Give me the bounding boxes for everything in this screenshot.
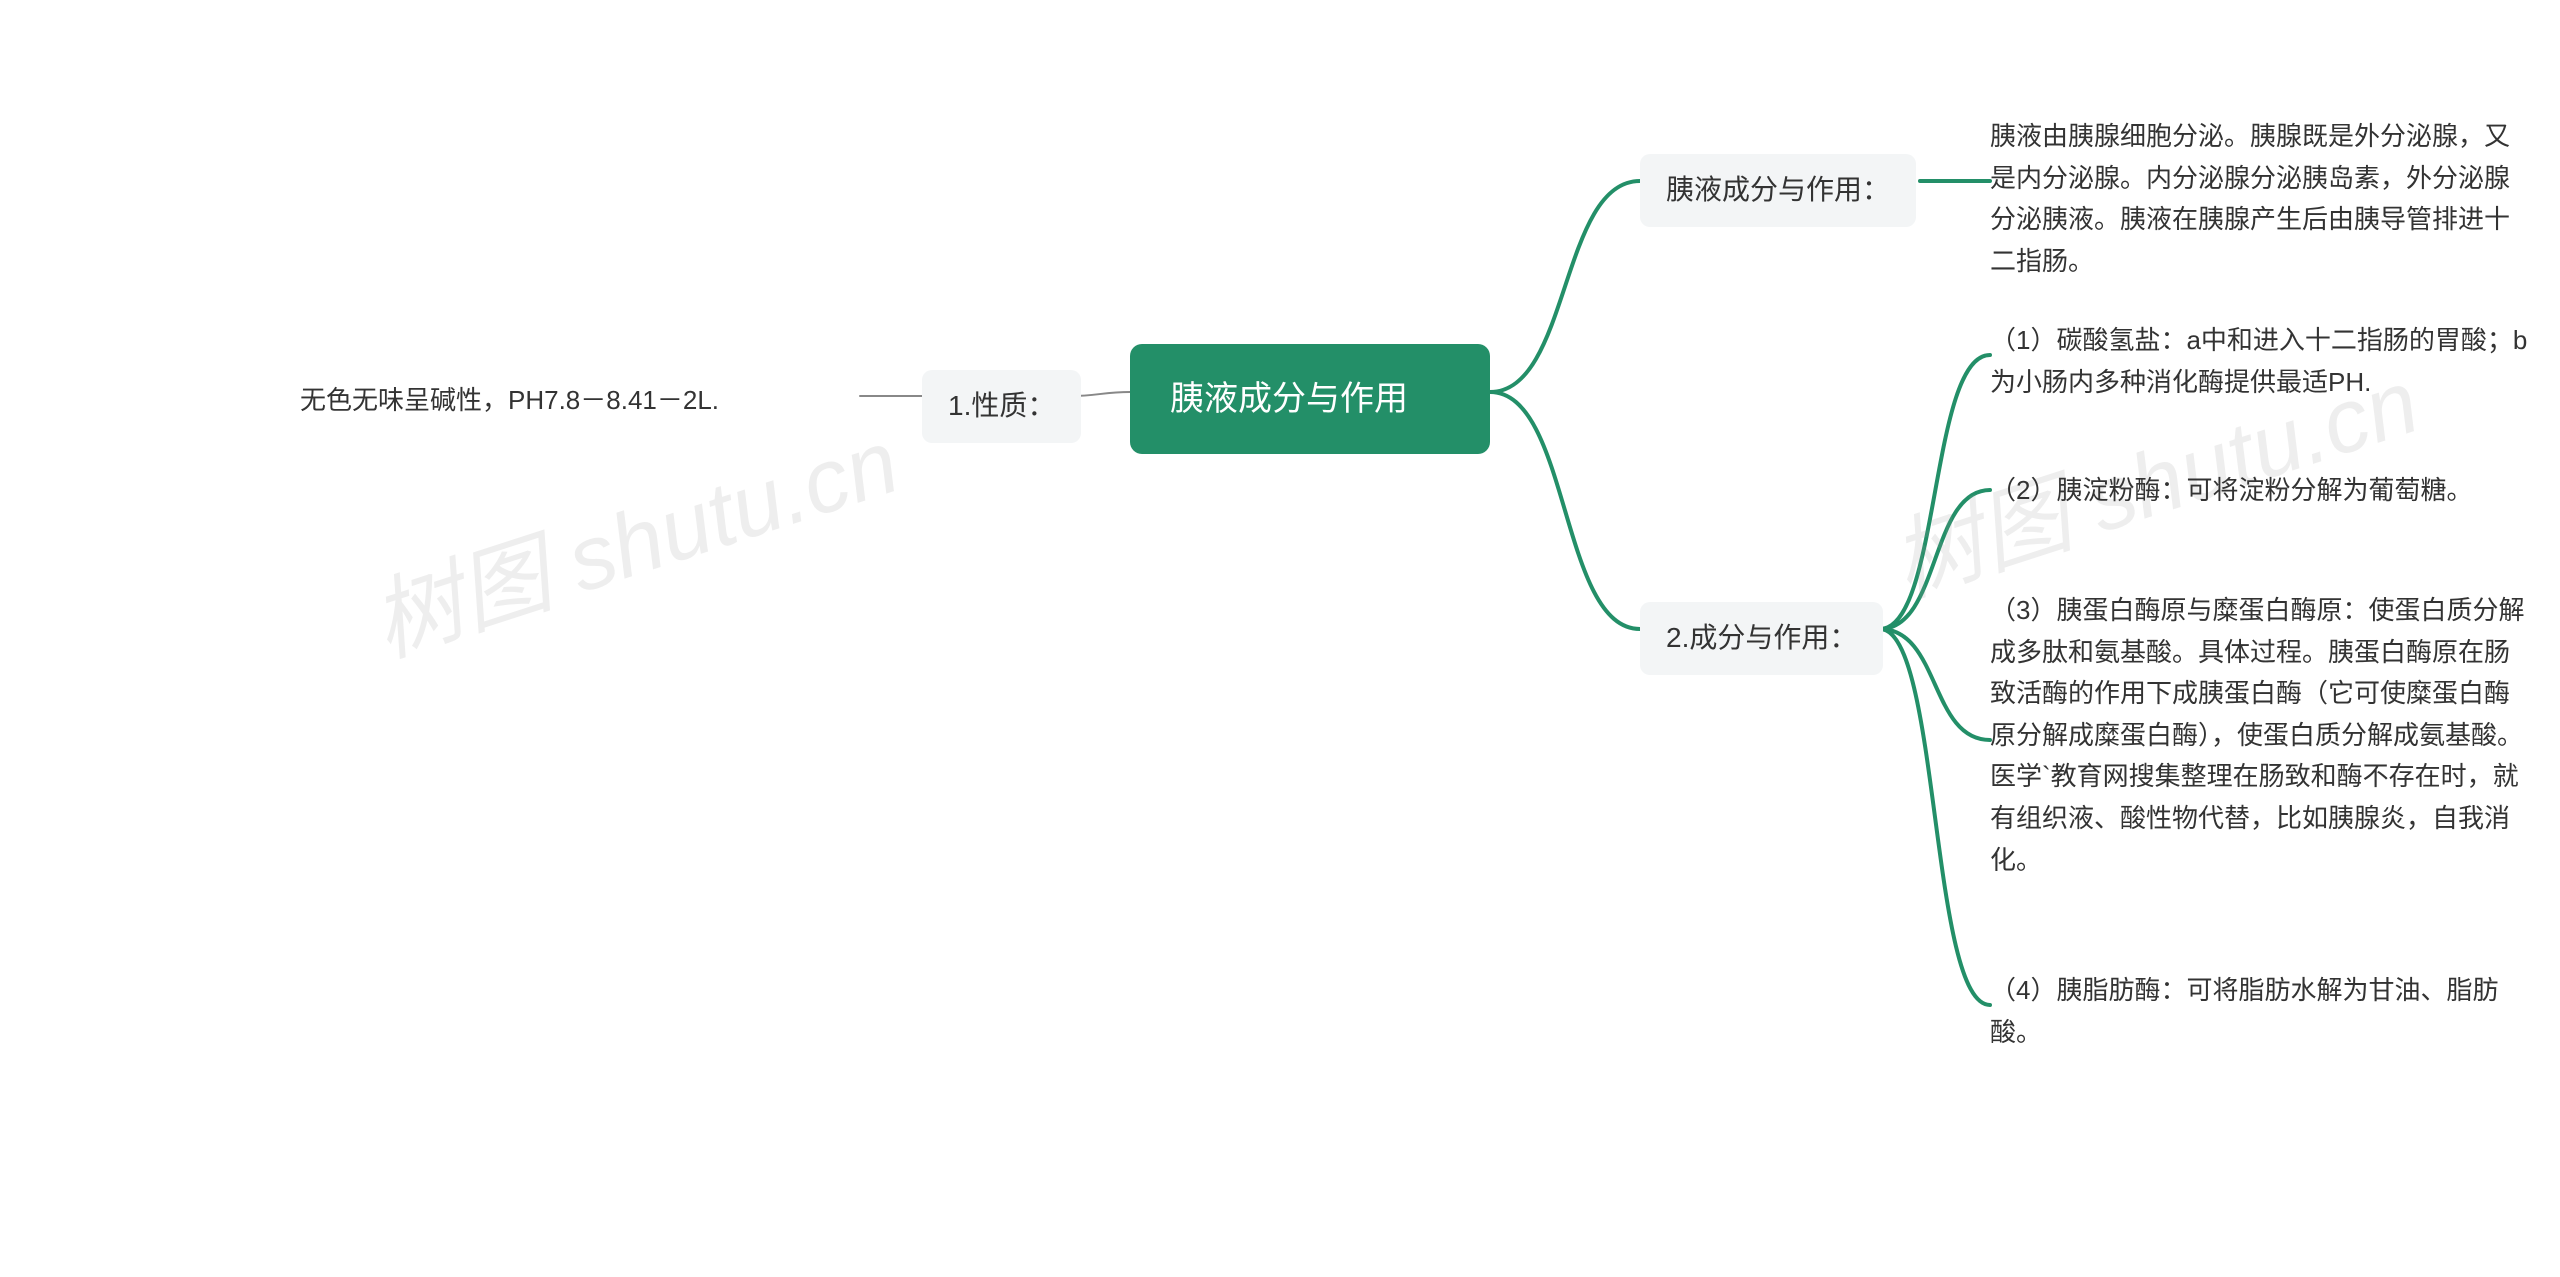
leaf-properties-detail: 无色无味呈碱性，PH7.8－8.41－2L. <box>300 380 860 422</box>
mindmap-canvas: 树图 shutu.cn 树图 shutu.cn 胰液成分与作用 1.性质： 无色… <box>0 0 2560 1277</box>
leaf-trypsinogen: （3）胰蛋白酶原与糜蛋白酶原：使蛋白质分解成多肽和氨基酸。具体过程。胰蛋白酶原在… <box>1990 590 2530 881</box>
branch-properties[interactable]: 1.性质： <box>922 370 1081 443</box>
branch-composition-overview[interactable]: 胰液成分与作用： <box>1640 154 1916 227</box>
leaf-amylase: （2）胰淀粉酶：可将淀粉分解为葡萄糖。 <box>1990 470 2530 512</box>
leaf-overview-detail: 胰液由胰腺细胞分泌。胰腺既是外分泌腺，又是内分泌腺。内分泌腺分泌胰岛素，外分泌腺… <box>1990 116 2530 282</box>
watermark: 树图 shutu.cn <box>353 389 912 681</box>
leaf-lipase: （4）胰脂肪酶：可将脂肪水解为甘油、脂肪酸。 <box>1990 970 2530 1053</box>
root-node[interactable]: 胰液成分与作用 <box>1130 344 1490 454</box>
branch-composition-function[interactable]: 2.成分与作用： <box>1640 602 1883 675</box>
leaf-bicarbonate: （1）碳酸氢盐：a中和进入十二指肠的胃酸；b为小肠内多种消化酶提供最适PH. <box>1990 320 2530 403</box>
